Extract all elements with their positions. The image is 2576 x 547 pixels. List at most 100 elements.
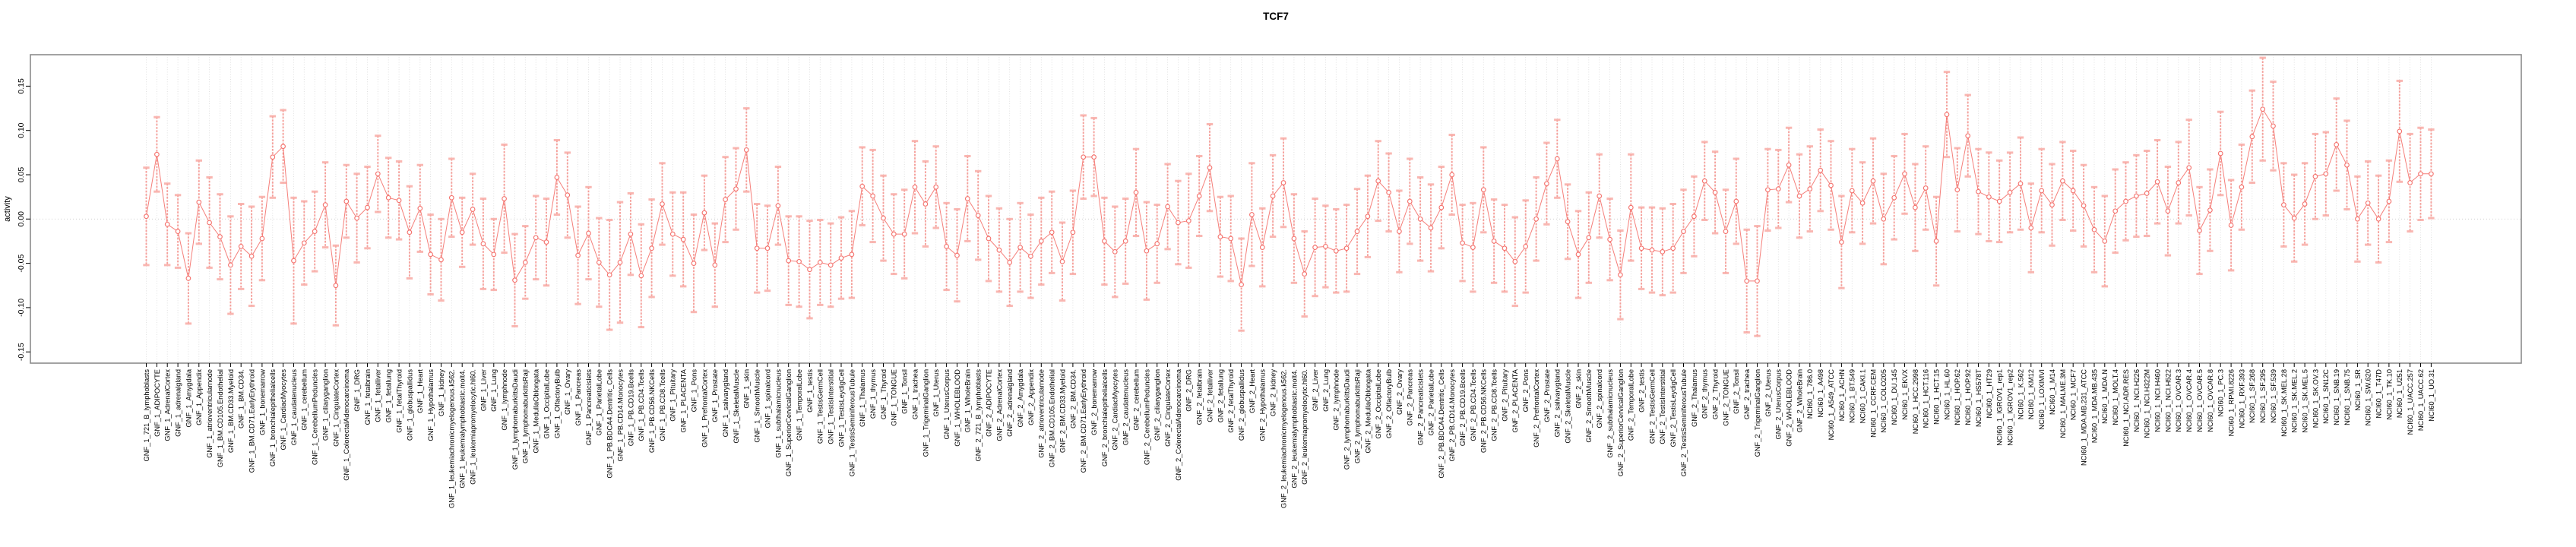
data-point — [1712, 189, 1718, 195]
data-point — [922, 201, 929, 207]
x-tick-label: GNF_2_UterusCorpus — [1775, 369, 1783, 440]
data-point — [2375, 216, 2381, 222]
x-tick-label: GNF_2_Pancreaticislets — [1417, 369, 1425, 446]
axes-layer — [26, 54, 2522, 367]
data-point — [1818, 167, 1824, 173]
data-point — [1870, 178, 1876, 184]
data-point — [1386, 189, 1391, 195]
data-point — [448, 194, 454, 201]
x-tick-label: NCI60_1_UO.31 — [2428, 369, 2435, 422]
data-point — [1828, 182, 1834, 188]
x-tick-label: GNF_2_Pons — [1522, 369, 1530, 413]
x-tick-label: GNF_1_Ovary — [564, 369, 571, 415]
x-tick-label: NCI60_1_EKVX — [1901, 369, 1909, 420]
data-point — [691, 261, 697, 266]
x-tick-label: NCI60_1_U251 — [2396, 369, 2404, 418]
data-point — [1291, 236, 1297, 242]
x-tick-label: NCI60_1_HS578T — [1975, 369, 1983, 427]
data-point — [238, 244, 244, 249]
data-point — [1091, 154, 1097, 160]
x-tick-label: GNF_1_Heart — [416, 369, 424, 413]
x-tick-label: GNF_1_leukemiachronicmyelogenous.k562. — [448, 369, 456, 508]
x-tick-label: GNF_2_atrioventricularnode — [1038, 369, 1046, 458]
x-tick-label: GNF_2_spinalcord — [1596, 369, 1603, 428]
x-tick-label: GNF_2_BM.CD71.EarlyErythroid — [1080, 369, 1087, 473]
x-tick-label: NCI60_1_CAKI.1 — [1859, 369, 1867, 423]
x-tick-label: GNF_2_TestisGermCell — [1648, 369, 1656, 444]
data-point — [1343, 245, 1350, 251]
x-tick-label: NCI60_1_SK.MEL.5 — [2302, 369, 2309, 433]
data-point — [2081, 203, 2087, 209]
data-point — [2017, 181, 2024, 187]
x-tick-label: GNF_2_fetallung — [1217, 369, 1224, 422]
x-tick-label: GNF_1_fetallung — [385, 369, 393, 422]
data-point — [502, 196, 507, 201]
data-point — [1859, 200, 1866, 206]
data-point — [2112, 208, 2119, 214]
data-point — [1670, 245, 1676, 251]
data-point — [1733, 198, 1739, 204]
data-point — [1460, 240, 1465, 246]
data-point — [649, 245, 654, 251]
data-point — [1597, 193, 1603, 199]
x-tick-label: NCI60_1_A549_ATCC — [1828, 369, 1835, 441]
x-tick-label: NCI60_1_NCI.H226 — [2133, 369, 2141, 432]
data-point — [228, 262, 233, 268]
x-tick-label: NCI60_1_ACHN — [1838, 369, 1846, 421]
data-point — [1923, 185, 1929, 191]
x-tick-label: NCI60_1_A498 — [1817, 369, 1824, 418]
data-point — [1154, 241, 1160, 247]
data-point — [1544, 181, 1549, 187]
x-tick-label: GNF_2_PrefrontalCortex — [1533, 369, 1540, 447]
x-tick-label: GNF_1_PrefrontalCortex — [701, 369, 708, 447]
x-tick-label: GNF_2_Appendix — [1027, 369, 1035, 425]
data-point — [1976, 188, 1981, 194]
x-tick-label: GNF_1_OlfactoryBulb — [553, 369, 561, 438]
x-tick-label: GNF_2_AdrenalCortex — [995, 369, 1003, 441]
data-point — [1996, 198, 2002, 204]
data-point — [1102, 239, 1107, 244]
x-tick-label: GNF_2_Tonsil — [1733, 369, 1740, 414]
data-point — [1249, 212, 1255, 217]
data-point — [1470, 245, 1476, 250]
data-point — [1438, 204, 1445, 210]
data-point — [1881, 216, 1887, 222]
x-tick-label: GNF_2_PB.CD4.Tcells — [1470, 369, 1477, 441]
x-tick-label: GNF_1_TestisInterstitial — [828, 369, 835, 444]
data-point — [1765, 187, 1771, 193]
x-tick-label: GNF_2_PB.CD56.NKCells — [1480, 369, 1488, 453]
x-tick-label: GNF_2_Heart — [1248, 369, 1256, 413]
data-point — [1638, 245, 1644, 251]
x-tick-label: GNF_2_WHOLEBLOOD — [1786, 369, 1793, 447]
y-tick-label: 0.05 — [17, 167, 26, 183]
x-tick-label: NCI60_1_CCRF.CEM — [1869, 369, 1877, 438]
x-tick-label: NCI60_1_IGROV1_rep2 — [2007, 369, 2014, 446]
data-point — [964, 196, 970, 201]
x-tick-label: NCI60_1_OVCAR.3 — [2175, 369, 2182, 432]
y-tick-label: -0.10 — [17, 299, 26, 317]
data-point — [2323, 171, 2329, 177]
data-point — [2302, 201, 2308, 207]
data-point — [2134, 193, 2139, 199]
x-tick-label: GNF_1_CardiacMyocytes — [280, 369, 287, 451]
x-tick-label: GNF_1_SkeletalMuscle — [733, 369, 740, 444]
data-point — [1365, 213, 1371, 220]
data-point — [712, 262, 718, 268]
data-point — [2418, 171, 2423, 177]
x-tick-label: NCI60_1_LOXIMVI — [2038, 369, 2046, 430]
data-point — [522, 260, 528, 265]
x-tick-label: NCI60_1_OVCAR.8 — [2207, 369, 2214, 432]
x-tick-label: GNF_1_leukemiapromyelocytic.hl60. — [470, 369, 477, 485]
data-point — [859, 183, 866, 189]
x-tick-label: GNF_1_UterusCorpus — [943, 369, 951, 440]
x-tick-label: GNF_2_TONGUE — [1722, 369, 1729, 426]
x-tick-label: GNF_2_leukemiapromyelocytic.hl60. — [1301, 369, 1309, 485]
x-tick-label: GNF_2_testis — [1638, 369, 1646, 413]
data-point — [1533, 216, 1539, 222]
x-tick-label: GNF_1_BM.CD34. — [238, 369, 245, 428]
data-point — [1701, 178, 1707, 184]
data-point — [1523, 244, 1529, 249]
x-tick-label: GNF_1_Lung — [490, 369, 498, 412]
data-point — [322, 202, 328, 207]
x-tick-label: GNF_1_atrioventricularnode — [206, 369, 214, 458]
